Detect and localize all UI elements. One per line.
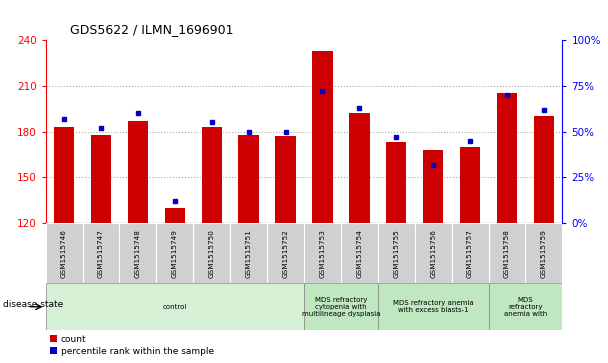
Bar [119, 223, 156, 283]
Bar [415, 223, 452, 283]
Text: disease state: disease state [3, 301, 63, 309]
Text: GSM1515755: GSM1515755 [393, 229, 399, 278]
Legend: count, percentile rank within the sample: count, percentile rank within the sample [50, 335, 214, 355]
Bar [341, 223, 378, 283]
Bar [378, 223, 415, 283]
Bar [423, 150, 443, 223]
Bar [489, 223, 525, 283]
Bar [202, 127, 222, 223]
Bar [230, 223, 267, 283]
Bar [489, 283, 562, 330]
Bar [46, 223, 83, 283]
Bar [349, 113, 370, 223]
Text: GSM1515748: GSM1515748 [135, 229, 141, 278]
Text: GSM1515754: GSM1515754 [356, 229, 362, 278]
Bar [193, 223, 230, 283]
Text: MDS
refractory
anemia with: MDS refractory anemia with [504, 297, 547, 317]
Bar [46, 283, 304, 330]
Bar [534, 116, 554, 223]
Text: GSM1515747: GSM1515747 [98, 229, 104, 278]
Text: MDS refractory anemia
with excess blasts-1: MDS refractory anemia with excess blasts… [393, 300, 474, 313]
Bar [238, 135, 259, 223]
Text: GSM1515753: GSM1515753 [319, 229, 325, 278]
Text: GSM1515751: GSM1515751 [246, 229, 252, 278]
Bar [83, 223, 119, 283]
Bar [497, 93, 517, 223]
Text: GSM1515756: GSM1515756 [430, 229, 436, 278]
Bar [304, 283, 378, 330]
Bar [460, 147, 480, 223]
Bar [54, 127, 74, 223]
Text: MDS refractory
cytopenia with
multilineage dysplasia: MDS refractory cytopenia with multilinea… [302, 297, 380, 317]
Bar [165, 208, 185, 223]
Text: GSM1515750: GSM1515750 [209, 229, 215, 278]
Text: GSM1515758: GSM1515758 [504, 229, 510, 278]
Bar [378, 283, 489, 330]
Text: GDS5622 / ILMN_1696901: GDS5622 / ILMN_1696901 [71, 23, 233, 36]
Bar [91, 135, 111, 223]
Text: control: control [162, 304, 187, 310]
Text: GSM1515759: GSM1515759 [541, 229, 547, 278]
Text: GSM1515749: GSM1515749 [172, 229, 178, 278]
Bar [452, 223, 489, 283]
Bar [313, 50, 333, 223]
Bar [275, 136, 295, 223]
Bar [267, 223, 304, 283]
Bar [156, 223, 193, 283]
Bar [128, 121, 148, 223]
Bar [304, 223, 341, 283]
Text: GSM1515746: GSM1515746 [61, 229, 67, 278]
Text: GSM1515752: GSM1515752 [283, 229, 289, 278]
Text: GSM1515757: GSM1515757 [467, 229, 473, 278]
Bar [386, 142, 406, 223]
Bar [525, 223, 562, 283]
